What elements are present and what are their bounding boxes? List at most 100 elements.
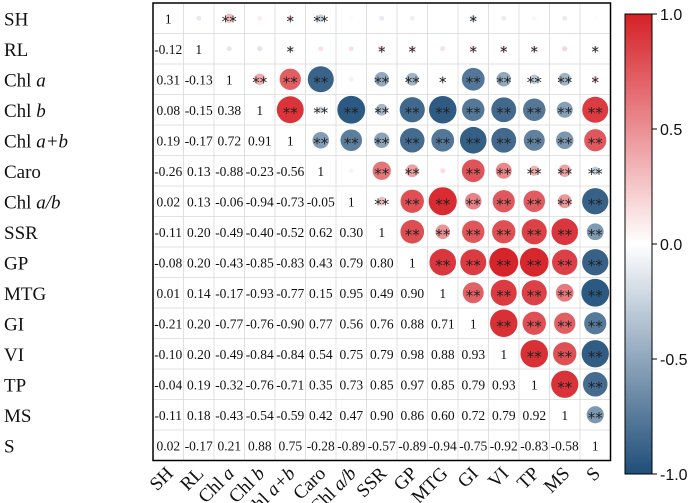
row-label: Chl a+b xyxy=(4,131,68,152)
coefficient-label: -0.43 xyxy=(215,408,243,423)
significance-marker: ** xyxy=(435,226,451,244)
row-label: GP xyxy=(4,253,28,274)
correlation-circle xyxy=(440,76,446,82)
coefficient-label: -0.06 xyxy=(215,194,243,209)
coefficient-label: -0.90 xyxy=(276,316,304,331)
significance-marker: ** xyxy=(374,195,390,213)
coefficient-label: -0.05 xyxy=(307,194,335,209)
colorbar-tick-label: -1.0 xyxy=(660,467,688,484)
correlation-circle xyxy=(521,280,547,306)
coefficient-label: 0.91 xyxy=(248,133,272,148)
significance-marker: ** xyxy=(466,195,482,213)
correlation-circle xyxy=(196,15,202,21)
coefficient-label: -0.28 xyxy=(307,438,335,453)
coefficient-label: 1 xyxy=(409,255,416,270)
significance-marker: ** xyxy=(588,165,604,183)
coefficient-label: 1 xyxy=(439,286,446,301)
coefficient-label: 0.20 xyxy=(187,347,211,362)
significance-marker: ** xyxy=(496,165,512,183)
coefficient-label: 1 xyxy=(592,438,599,453)
significance-marker: ** xyxy=(527,256,543,274)
colorbar-tick-label: 0.0 xyxy=(660,237,682,254)
coefficient-label: 0.20 xyxy=(187,225,211,240)
correlation-circle xyxy=(307,66,334,93)
coefficient-label: 0.35 xyxy=(309,377,333,392)
correlation-circle xyxy=(459,126,487,154)
coefficient-label: 0.08 xyxy=(156,103,180,118)
significance-marker: * xyxy=(287,43,295,61)
significance-marker: ** xyxy=(313,73,329,91)
coefficient-label: 0.60 xyxy=(431,408,455,423)
correlation-circle xyxy=(428,95,457,124)
correlation-circle xyxy=(440,168,446,174)
coefficient-label: 1 xyxy=(561,408,568,423)
correlation-circle xyxy=(557,194,572,209)
row-label: Chl b xyxy=(4,101,46,122)
correlation-circle xyxy=(348,46,354,52)
coefficient-label: -0.04 xyxy=(154,377,182,392)
significance-marker: ** xyxy=(557,378,573,396)
coefficient-label: 1 xyxy=(470,316,477,331)
correlation-circle xyxy=(555,283,574,302)
correlation-circle xyxy=(440,15,446,21)
significance-marker: ** xyxy=(588,256,604,274)
coefficient-label: 0.79 xyxy=(339,255,363,270)
significance-marker: ** xyxy=(405,165,421,183)
colorbar xyxy=(624,13,653,475)
correlation-circle xyxy=(435,224,450,239)
row-label: Chl a/b xyxy=(4,192,60,213)
significance-marker: ** xyxy=(435,256,451,274)
coefficient-label: -0.84 xyxy=(246,347,274,362)
correlation-circle xyxy=(529,165,540,176)
significance-marker: ** xyxy=(496,104,512,122)
coefficient-label: 0.76 xyxy=(370,316,394,331)
correlation-circle xyxy=(551,370,579,398)
significance-marker: ** xyxy=(435,195,451,213)
correlation-circle xyxy=(405,164,419,178)
correlation-circle xyxy=(496,72,511,87)
significance-marker: ** xyxy=(313,134,329,152)
correlation-circle xyxy=(523,190,546,213)
correlation-circle xyxy=(374,72,389,87)
coefficient-label: 0.13 xyxy=(187,164,211,179)
coefficient-label: -0.15 xyxy=(185,103,213,118)
correlation-circle xyxy=(462,98,485,121)
significance-marker: ** xyxy=(283,104,299,122)
correlation-circle xyxy=(556,131,574,149)
coefficient-label: 0.15 xyxy=(309,286,333,301)
correlation-circle xyxy=(348,15,354,21)
coefficient-label: 0.42 xyxy=(309,408,333,423)
row-label: TP xyxy=(4,375,26,396)
coefficient-label: -0.76 xyxy=(246,316,274,331)
coefficient-label: 0.88 xyxy=(400,316,424,331)
coefficient-label: 0.86 xyxy=(400,408,424,423)
correlation-circle xyxy=(492,190,515,213)
coefficient-label: 0.75 xyxy=(339,347,363,362)
correlation-circle xyxy=(374,132,390,148)
coefficient-label: 1 xyxy=(195,42,202,57)
correlation-circle xyxy=(318,46,324,52)
correlation-circle xyxy=(581,278,610,307)
correlation-circle xyxy=(257,15,263,21)
coefficient-label: -0.32 xyxy=(215,377,243,392)
coefficient-label: 0.43 xyxy=(309,255,333,270)
significance-marker: * xyxy=(439,73,447,91)
correlation-circle xyxy=(501,15,507,21)
significance-marker: ** xyxy=(374,165,390,183)
correlation-circle xyxy=(553,342,577,366)
coefficient-label: 0.77 xyxy=(309,316,333,331)
significance-marker: ** xyxy=(496,226,512,244)
coefficient-label: 1 xyxy=(256,103,263,118)
correlation-circle xyxy=(554,312,576,334)
coefficient-label: 0.20 xyxy=(187,316,211,331)
correlation-circle xyxy=(552,249,578,275)
significance-marker: * xyxy=(470,12,478,30)
coefficient-label: 0.95 xyxy=(339,286,363,301)
significance-marker: ** xyxy=(405,104,421,122)
significance-marker: ** xyxy=(344,104,360,122)
significance-marker: * xyxy=(592,73,600,91)
correlation-circle xyxy=(287,15,294,22)
coefficient-label: -0.71 xyxy=(276,377,304,392)
colorbar-tick-label: 1.0 xyxy=(660,7,682,24)
coefficient-label: -0.17 xyxy=(185,438,213,453)
